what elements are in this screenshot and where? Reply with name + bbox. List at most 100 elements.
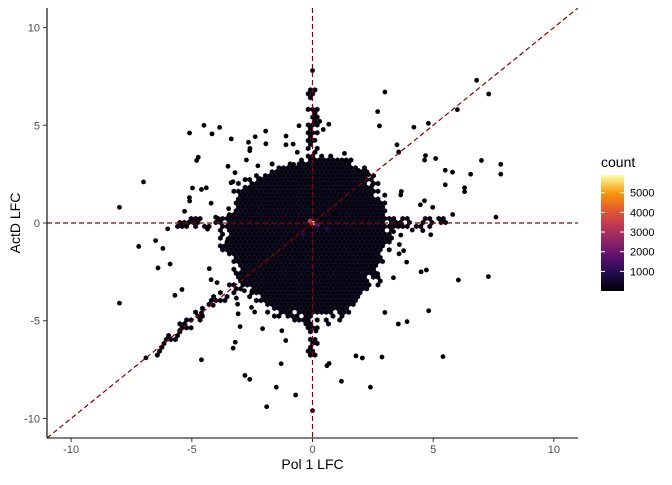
- outlier-hex: [486, 91, 492, 97]
- hex-bin: [382, 192, 388, 199]
- legend-label: 5000: [630, 188, 654, 200]
- outlier-hex: [404, 319, 410, 325]
- outlier-hex: [291, 162, 296, 167]
- outlier-hex: [293, 392, 299, 398]
- outlier-layer: [117, 68, 504, 414]
- hex-bin: [375, 282, 381, 288]
- outlier-hex: [283, 133, 289, 139]
- outlier-hex: [417, 202, 423, 208]
- outlier-hex: [420, 228, 426, 233]
- outlier-hex: [206, 266, 212, 272]
- outlier-hex: [375, 109, 381, 114]
- y-tick-label: 10: [28, 23, 40, 35]
- outlier-hex: [394, 142, 400, 148]
- hex-bin: [418, 223, 424, 230]
- hex-bin: [199, 305, 205, 312]
- outlier-hex: [228, 136, 234, 142]
- outlier-hex: [247, 146, 253, 151]
- hex-bin: [220, 246, 226, 253]
- hex-bin: [427, 223, 433, 230]
- outlier-hex: [442, 167, 448, 173]
- outlier-hex: [382, 89, 388, 95]
- outlier-hex: [426, 308, 432, 314]
- hex-bin-center: [315, 222, 320, 228]
- outlier-hex: [241, 288, 247, 294]
- hex-bin: [375, 188, 381, 195]
- y-tick-label: 5: [34, 120, 40, 132]
- y-tick-label: -5: [30, 316, 40, 328]
- x-tick-label: -5: [187, 444, 197, 456]
- outlier-hex: [356, 168, 361, 173]
- hex-bin: [386, 239, 392, 245]
- outlier-hex: [243, 157, 249, 163]
- hex-bin: [380, 258, 385, 265]
- hex-bin: [188, 324, 194, 331]
- hex-bin: [364, 285, 370, 292]
- y-tick-label: 0: [34, 218, 40, 230]
- outlier-hex: [141, 179, 146, 185]
- outlier-hex: [404, 259, 410, 265]
- reference-lines: [47, 8, 578, 438]
- outlier-hex: [235, 301, 240, 307]
- outlier-hex: [310, 68, 315, 73]
- legend-label: 3000: [630, 227, 654, 239]
- outlier-hex: [391, 229, 396, 235]
- outlier-hex: [190, 185, 195, 191]
- outlier-hex: [498, 171, 504, 177]
- outlier-hex: [226, 206, 232, 212]
- outlier-hex: [252, 134, 258, 140]
- abline-reference-line: [47, 8, 578, 438]
- outlier-hex: [226, 213, 232, 219]
- hex-bin: [305, 106, 311, 113]
- outlier-hex: [199, 187, 204, 192]
- hex-bin: [386, 246, 392, 253]
- outlier-hex: [320, 127, 326, 132]
- outlier-hex: [225, 236, 231, 242]
- outlier-hex: [428, 232, 434, 238]
- outlier-hex: [359, 355, 365, 361]
- hex-bin: [197, 317, 203, 323]
- hex-bin: [413, 223, 419, 230]
- outlier-hex: [395, 321, 401, 327]
- outlier-hex: [493, 214, 499, 220]
- hex-bin-center: [300, 232, 306, 238]
- outlier-hex: [260, 326, 265, 332]
- hex-bin: [330, 313, 336, 319]
- outlier-hex: [217, 124, 223, 130]
- outlier-hex: [370, 182, 375, 188]
- outlier-hex: [290, 141, 296, 147]
- hex-bin: [188, 317, 194, 323]
- outlier-hex: [391, 275, 396, 281]
- outlier-hex: [377, 123, 382, 129]
- outlier-hex: [235, 311, 241, 317]
- outlier-hex: [273, 384, 279, 390]
- hex-bin: [247, 293, 253, 300]
- outlier-hex: [326, 361, 332, 366]
- hex-bin: [168, 336, 174, 343]
- outlier-hex: [294, 149, 300, 155]
- hex-bin: [238, 285, 244, 292]
- hex-bin: [226, 282, 232, 288]
- hex-bin: [314, 340, 320, 347]
- hex-bin: [154, 352, 160, 358]
- outlier-hex: [279, 328, 285, 334]
- outlier-hex: [203, 185, 209, 191]
- outlier-hex: [455, 277, 461, 283]
- legend-title: count: [601, 154, 635, 170]
- outlier-hex: [278, 361, 284, 367]
- hex-bin: [231, 258, 237, 265]
- outlier-hex: [136, 244, 142, 249]
- outlier-hex: [246, 139, 251, 145]
- hex-bin: [305, 145, 311, 152]
- hex-bin: [314, 317, 320, 323]
- outlier-hex: [342, 150, 347, 156]
- outlier-hex: [214, 280, 220, 285]
- hex-bin: [296, 317, 302, 323]
- outlier-hex: [440, 354, 446, 360]
- x-tick-label: -10: [63, 444, 79, 456]
- legend-label: 1000: [630, 266, 654, 278]
- hex-bin: [350, 301, 356, 308]
- outlier-hex: [423, 267, 429, 273]
- legend-ticks: 1000 2000 3000 4000 5000: [601, 188, 654, 278]
